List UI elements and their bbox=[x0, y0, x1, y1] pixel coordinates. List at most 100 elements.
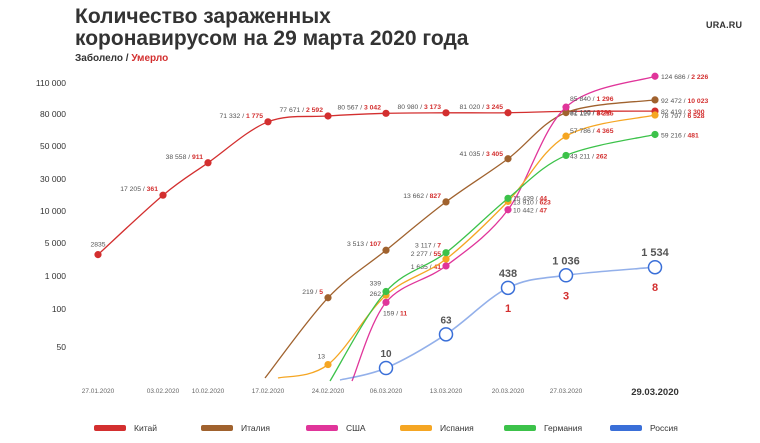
x-tick-label: 29.03.2020 bbox=[631, 387, 679, 398]
deaths-value: 911 bbox=[192, 154, 203, 161]
cases-value: 71 332 / bbox=[220, 113, 246, 120]
legend-item-Германия: Германия bbox=[504, 420, 582, 436]
deaths-value: 361 bbox=[147, 186, 159, 193]
cases-value: 85 840 / bbox=[570, 96, 596, 103]
cases-value: 2835 bbox=[90, 242, 105, 249]
subtitle-cases: Заболело bbox=[75, 53, 123, 64]
subtitle-separator: / bbox=[122, 53, 132, 64]
data-label: 10 442 / 47 bbox=[513, 208, 547, 215]
chart-title-line-1: Количество зараженных bbox=[75, 5, 331, 28]
deaths-value: 3 300 bbox=[687, 109, 704, 116]
cases-value: 82 419 / bbox=[661, 109, 687, 116]
data-label: 71 332 / 1 775 bbox=[220, 113, 264, 120]
legend-item-Китай: Китай bbox=[94, 420, 157, 436]
data-point bbox=[504, 155, 512, 163]
cases-value: 124 686 / bbox=[661, 74, 691, 81]
data-point bbox=[562, 151, 570, 160]
data-label: 63 bbox=[440, 315, 452, 326]
data-point bbox=[264, 118, 272, 126]
data-point bbox=[382, 109, 390, 117]
deaths-value: 3 173 bbox=[424, 104, 441, 111]
cases-value: 92 472 / bbox=[661, 98, 687, 105]
legend-label: США bbox=[346, 423, 366, 433]
deaths-value: 107 bbox=[370, 241, 382, 248]
x-tick-label: 03.02.2020 bbox=[147, 388, 180, 395]
data-label: 1 635 / 41 bbox=[411, 264, 441, 271]
x-tick-label: 27.01.2020 bbox=[82, 388, 115, 395]
series-Россия: 10 63 438 1 1 036 3 1 534 8 bbox=[339, 247, 670, 381]
data-point bbox=[324, 360, 332, 369]
data-label: 41 035 / 3 405 bbox=[460, 151, 504, 158]
data-point bbox=[504, 109, 512, 117]
data-label: 15 439 / 44 bbox=[513, 195, 547, 202]
cases-value: 80 567 / bbox=[338, 104, 364, 111]
deaths-value: 44 bbox=[539, 195, 547, 202]
death-label: 3 bbox=[563, 290, 569, 302]
legend-label: Россия bbox=[650, 423, 678, 433]
data-point bbox=[442, 198, 450, 206]
data-point bbox=[651, 130, 659, 139]
deaths-value: 4 365 bbox=[596, 128, 613, 135]
y-tick-label: 10 000 bbox=[40, 206, 66, 216]
x-tick-label: 17.02.2020 bbox=[252, 388, 285, 395]
data-point bbox=[382, 298, 390, 306]
series-line bbox=[264, 99, 656, 379]
deaths-value: 1 775 bbox=[246, 113, 263, 120]
legend-swatch bbox=[400, 425, 432, 431]
cases-value: 77 671 / bbox=[280, 107, 306, 114]
cases-value: 17 205 / bbox=[120, 186, 146, 193]
cases-value: 10 442 / bbox=[513, 208, 539, 215]
deaths-value: 2 226 bbox=[691, 74, 708, 81]
data-label: 13 bbox=[317, 354, 325, 361]
data-label: 339 bbox=[370, 281, 382, 288]
data-label: 81 020 / 3 245 bbox=[460, 104, 504, 111]
data-label: 77 671 / 2 592 bbox=[280, 107, 324, 114]
legend-label: Китай bbox=[134, 423, 157, 433]
data-point bbox=[558, 268, 574, 283]
cases-value: 43 211 / bbox=[570, 153, 596, 160]
cases-value: 3 117 / bbox=[415, 243, 437, 250]
data-point bbox=[651, 72, 659, 80]
data-point bbox=[442, 262, 450, 270]
legend-item-Италия: Италия bbox=[201, 420, 270, 436]
data-label: 124 686 / 2 226 bbox=[661, 74, 708, 81]
data-point bbox=[562, 132, 570, 140]
logo: URA.RU bbox=[706, 20, 743, 30]
deaths-value: 481 bbox=[687, 132, 699, 139]
data-point bbox=[204, 159, 212, 167]
data-point bbox=[504, 194, 512, 202]
y-tick-label: 100 bbox=[52, 304, 66, 314]
data-point bbox=[651, 111, 659, 119]
cases-value: 1 635 / bbox=[411, 264, 434, 271]
series-line bbox=[329, 133, 656, 382]
series-США: 159 / 11 1 635 / 41 10 442 / 47 85 840 / 1 … bbox=[351, 72, 708, 382]
data-label: 17 205 / 361 bbox=[120, 186, 158, 193]
deaths-value: 3 042 bbox=[364, 104, 381, 111]
deaths-value: 3 405 bbox=[486, 151, 503, 158]
data-label: 78 797 / 6 528 bbox=[661, 113, 705, 120]
x-tick-label: 13.03.2020 bbox=[430, 388, 463, 395]
data-point bbox=[647, 259, 663, 275]
y-tick-label: 50 000 bbox=[40, 141, 66, 151]
deaths-value: 5 bbox=[319, 289, 323, 296]
deaths-value: 2 592 bbox=[306, 107, 323, 114]
data-label: 1 534 bbox=[641, 247, 669, 259]
cases-value: 82 165 / bbox=[570, 109, 596, 116]
data-point bbox=[94, 251, 102, 259]
deaths-value: 41 bbox=[433, 264, 441, 271]
series-line bbox=[97, 110, 656, 256]
data-point bbox=[324, 112, 332, 120]
data-label: 81 129 / 8 215 bbox=[570, 111, 614, 118]
deaths-value: 827 bbox=[430, 193, 442, 200]
cases-value: 219 / bbox=[302, 289, 319, 296]
data-point bbox=[500, 280, 516, 296]
data-point bbox=[382, 246, 390, 254]
deaths-value: 10 023 bbox=[687, 98, 708, 105]
data-label: 219 / 5 bbox=[302, 289, 323, 296]
data-point bbox=[438, 327, 454, 342]
data-label: 82 419 / 3 300 bbox=[661, 109, 705, 116]
cases-value: 159 / bbox=[383, 310, 400, 317]
data-label: 80 567 / 3 042 bbox=[338, 104, 382, 111]
data-label: 85 840 / 1 296 bbox=[570, 96, 614, 103]
